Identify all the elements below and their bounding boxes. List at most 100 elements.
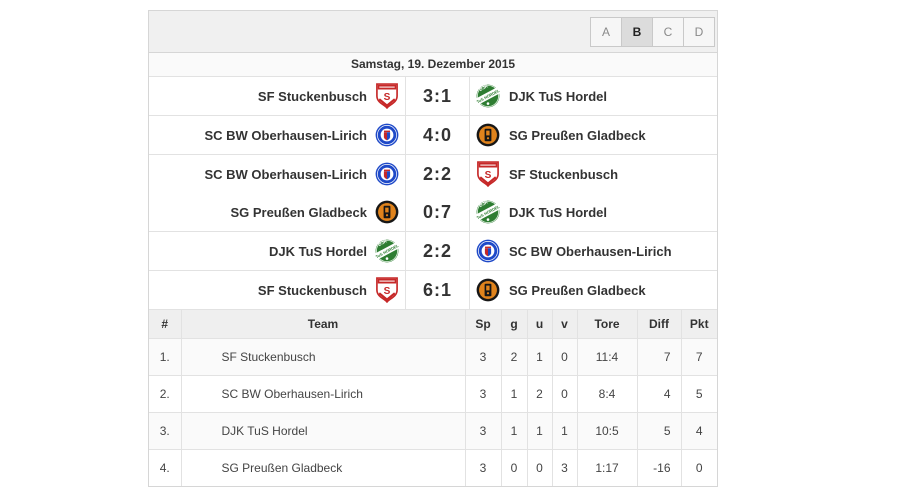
sf-stuckenbusch-crest-icon [374,82,400,110]
match-score: 2:2 [405,155,470,193]
diff-cell: 4 [636,375,682,413]
sg-preussen-gladbeck-crest-icon [475,276,501,304]
losses-cell: 0 [551,338,578,376]
standings-row[interactable]: 4. SG Preußen Gladbeck 3 0 0 3 1:17 -16 … [148,449,718,487]
djk-tus-hordel-crest-icon [475,82,501,110]
wins-cell: 2 [500,338,528,376]
match-score: 2:2 [405,232,470,270]
points-cell: 7 [680,338,718,376]
match-group: SF Stuckenbusch 6:1 SG Preußen Gladbeck [149,271,717,310]
match-group: SF Stuckenbusch 3:1 DJK TuS Hordel [149,77,717,116]
draws-cell: 0 [526,449,553,487]
standings-header-diff: Diff [636,309,682,339]
match-date-header: Samstag, 19. Dezember 2015 [149,53,717,77]
home-team-name: SC BW Oberhausen-Lirich [204,166,367,182]
sf-stuckenbusch-crest-icon [475,160,501,188]
home-team-name: SF Stuckenbusch [257,88,367,104]
goals-cell: 10:5 [576,412,638,450]
rank-cell: 2. [148,375,182,413]
diff-cell: -16 [636,449,682,487]
tab-group-d[interactable]: D [694,25,704,39]
match-group: SC BW Oberhausen-Lirich 2:2 SF Stuckenbu… [149,155,717,232]
away-team-name: SG Preußen Gladbeck [509,282,646,298]
home-team-name: SC BW Oberhausen-Lirich [204,127,367,143]
team-cell: SG Preußen Gladbeck [180,449,466,487]
standings-header-tore: Tore [576,309,638,339]
standings-header-g: g [500,309,528,339]
standings-row[interactable]: 1. SF Stuckenbusch 3 2 1 0 11:4 7 7 [148,338,718,376]
losses-cell: 3 [551,449,578,487]
diff-cell: 7 [636,338,682,376]
sg-preussen-gladbeck-crest-icon [374,198,400,226]
wins-cell: 0 [500,449,528,487]
standings-header-sp: Sp [464,309,502,339]
match-score: 3:1 [405,77,470,115]
tab-group-b[interactable]: B [622,18,653,46]
goals-cell: 8:4 [576,375,638,413]
diff-cell: 5 [636,412,682,450]
sf-stuckenbusch-crest-icon [374,276,400,304]
team-cell: DJK TuS Hordel [180,412,466,450]
goals-cell: 11:4 [576,338,638,376]
sc-bw-oberhausen-lirich-crest-icon [374,160,400,188]
standings-header-row: # Team Sp g u v Tore Diff Pkt [148,309,718,339]
sc-bw-oberhausen-lirich-crest-icon [475,237,501,265]
sg-preussen-gladbeck-crest-icon [475,121,501,149]
away-team-name: DJK TuS Hordel [509,88,607,104]
away-team-name: SF Stuckenbusch [509,166,619,182]
games-cell: 3 [464,338,502,376]
match-row[interactable]: SF Stuckenbusch 6:1 SG Preußen Gladbeck [149,271,717,309]
group-tab-bar: A B C D [590,17,715,47]
standings-header-v: v [551,309,578,339]
games-cell: 3 [464,412,502,450]
away-team-name: DJK TuS Hordel [509,204,607,220]
tab-group-a[interactable]: A [591,18,622,46]
tab-group-c[interactable]: C [653,18,684,46]
sc-bw-oberhausen-lirich-crest-icon [374,121,400,149]
match-row[interactable]: SF Stuckenbusch 3:1 DJK TuS Hordel [149,77,717,115]
home-team-name: SG Preußen Gladbeck [230,204,367,220]
rank-cell: 1. [148,338,182,376]
standings-header-pkt: Pkt [680,309,718,339]
points-cell: 4 [680,412,718,450]
standings-header-u: u [526,309,553,339]
away-team-name: SG Preußen Gladbeck [509,127,646,143]
match-score: 0:7 [405,193,470,231]
match-row[interactable]: SG Preußen Gladbeck 0:7 DJK TuS Hordel [149,193,717,231]
match-score: 4:0 [405,116,470,154]
draws-cell: 2 [526,375,553,413]
standings-header-team: Team [180,309,466,339]
away-team-name: SC BW Oberhausen-Lirich [509,243,672,259]
points-cell: 5 [680,375,718,413]
draws-cell: 1 [526,338,553,376]
match-list: SF Stuckenbusch 3:1 DJK TuS Hordel SC BW… [149,77,717,310]
losses-cell: 0 [551,375,578,413]
match-group: DJK TuS Hordel 2:2 SC BW Oberhausen-Liri… [149,232,717,271]
standings-table: # Team Sp g u v Tore Diff Pkt 1. SF Stuc… [148,309,718,487]
games-cell: 3 [464,449,502,487]
points-cell: 0 [680,449,718,487]
rank-cell: 4. [148,449,182,487]
games-cell: 3 [464,375,502,413]
wins-cell: 1 [500,375,528,413]
match-group: SC BW Oberhausen-Lirich 4:0 SG Preußen G… [149,116,717,155]
home-team-name: DJK TuS Hordel [269,243,367,259]
losses-cell: 1 [551,412,578,450]
rank-cell: 3. [148,412,182,450]
team-cell: SF Stuckenbusch [180,338,466,376]
standings-row[interactable]: 2. SC BW Oberhausen-Lirich 3 1 2 0 8:4 4… [148,375,718,413]
match-row[interactable]: SC BW Oberhausen-Lirich 4:0 SG Preußen G… [149,116,717,154]
match-row[interactable]: SC BW Oberhausen-Lirich 2:2 SF Stuckenbu… [149,155,717,193]
match-score: 6:1 [405,271,470,309]
standings-header-pos: # [148,309,182,339]
standings-row[interactable]: 3. DJK TuS Hordel 3 1 1 1 10:5 5 4 [148,412,718,450]
team-cell: SC BW Oberhausen-Lirich [180,375,466,413]
tournament-group-widget: A B C D Samstag, 19. Dezember 2015 SF St… [148,10,718,487]
goals-cell: 1:17 [576,449,638,487]
wins-cell: 1 [500,412,528,450]
djk-tus-hordel-crest-icon [374,237,400,265]
home-team-name: SF Stuckenbusch [257,282,367,298]
match-row[interactable]: DJK TuS Hordel 2:2 SC BW Oberhausen-Liri… [149,232,717,270]
toolbar: A B C D [149,11,717,53]
draws-cell: 1 [526,412,553,450]
